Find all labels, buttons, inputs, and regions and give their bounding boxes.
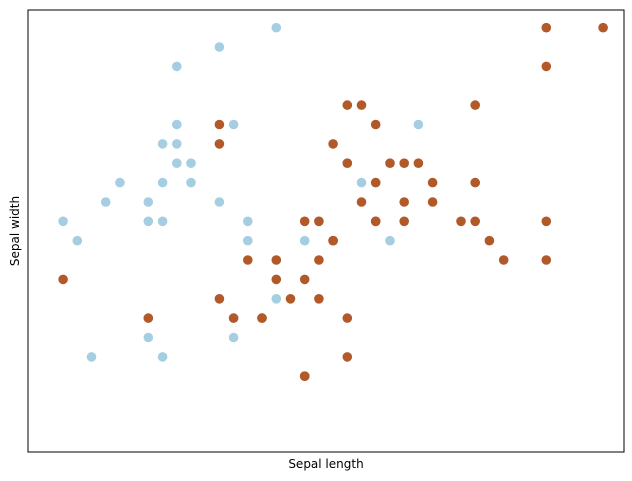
data-point-series-1-38 (385, 235, 395, 246)
data-point-series-2-24 (541, 255, 552, 265)
data-point-series-2-44 (285, 294, 296, 304)
data-point-series-2-33 (470, 177, 481, 188)
data-point-series-1-2 (72, 235, 83, 246)
data-point-series-1-28 (271, 22, 282, 33)
data-point-series-2-49 (328, 235, 338, 246)
data-point-series-2-19 (427, 197, 438, 207)
data-point-series-2-8 (370, 119, 381, 130)
data-point-series-2-6 (271, 274, 282, 285)
data-point-series-2-43 (214, 294, 225, 304)
data-point-series-2-41 (598, 22, 608, 33)
data-point-series-1-3 (86, 352, 97, 362)
data-point-series-1-5 (115, 177, 125, 188)
data-point-series-1-27 (243, 235, 253, 246)
data-point-series-2-17 (385, 158, 395, 168)
data-point-series-2-47 (356, 100, 367, 110)
data-point-series-1-20 (214, 42, 225, 52)
data-point-series-2-48 (214, 119, 225, 130)
data-point-series-2-28 (342, 313, 353, 323)
y-axis-label: Sepal width (8, 196, 22, 266)
data-point-series-1-14 (172, 119, 182, 130)
data-point-series-2-50 (342, 158, 353, 168)
data-point-series-1-10 (157, 139, 168, 149)
data-point-series-2-18 (299, 216, 310, 227)
data-point-series-2-9 (541, 61, 552, 72)
data-point-series-1-15 (172, 139, 182, 149)
data-point-series-1-24 (228, 119, 239, 130)
data-point-series-2-5 (314, 216, 324, 227)
data-point-series-1-30 (271, 294, 282, 304)
data-point-series-1-17 (172, 61, 182, 72)
data-point-series-2-25 (498, 255, 509, 265)
data-point-series-2-34 (314, 294, 324, 304)
data-point-series-2-2 (214, 139, 225, 149)
data-point-series-2-39 (356, 197, 367, 207)
data-point-series-1-11 (157, 216, 168, 227)
data-point-series-2-22 (456, 216, 466, 227)
data-point-series-1-26 (243, 216, 253, 227)
data-point-series-2-46 (58, 274, 68, 285)
data-point-series-1-13 (157, 352, 168, 362)
data-point-series-2-16 (342, 100, 353, 110)
data-point-series-1-22 (214, 197, 225, 207)
data-point-series-2-31 (399, 216, 410, 227)
data-point-series-2-35 (271, 255, 282, 265)
data-point-series-1-6 (143, 197, 154, 207)
plot-area (27, 9, 625, 453)
data-point-series-1-19 (186, 158, 196, 168)
data-point-series-2-10 (399, 158, 410, 168)
x-axis-label: Sepal length (288, 457, 363, 471)
data-point-series-2-3 (228, 313, 239, 323)
data-point-series-2-38 (541, 22, 552, 33)
data-point-series-1-4 (100, 197, 111, 207)
data-point-series-1-16 (172, 158, 182, 168)
data-point-series-2-32 (413, 158, 424, 168)
data-point-series-2-14 (470, 100, 481, 110)
data-point-series-1-7 (143, 332, 154, 343)
points-layer (58, 22, 608, 382)
data-point-series-2-12 (243, 255, 253, 265)
data-point-series-2-15 (328, 139, 338, 149)
data-point-series-2-1 (143, 313, 154, 323)
data-point-series-1-1 (58, 216, 68, 227)
data-point-series-2-23 (484, 235, 495, 246)
data-point-series-1-9 (143, 216, 154, 227)
data-point-series-2-26 (541, 216, 552, 227)
data-point-series-1-39 (413, 119, 424, 130)
data-point-series-1-12 (157, 177, 168, 188)
data-point-series-2-29 (299, 274, 310, 285)
data-point-series-1-18 (186, 177, 196, 188)
data-point-series-1-23 (228, 332, 239, 343)
data-point-series-2-42 (257, 313, 267, 323)
data-point-series-1-33 (299, 235, 310, 246)
data-point-series-2-30 (314, 255, 324, 265)
data-point-series-2-40 (370, 177, 381, 188)
data-point-series-2-27 (399, 197, 410, 207)
data-point-series-1-36 (356, 177, 367, 188)
data-point-series-2-20 (427, 177, 438, 188)
data-point-series-2-21 (470, 216, 481, 227)
data-point-series-2-37 (299, 371, 310, 382)
data-point-series-2-45 (370, 216, 381, 227)
data-point-series-2-13 (342, 352, 353, 362)
